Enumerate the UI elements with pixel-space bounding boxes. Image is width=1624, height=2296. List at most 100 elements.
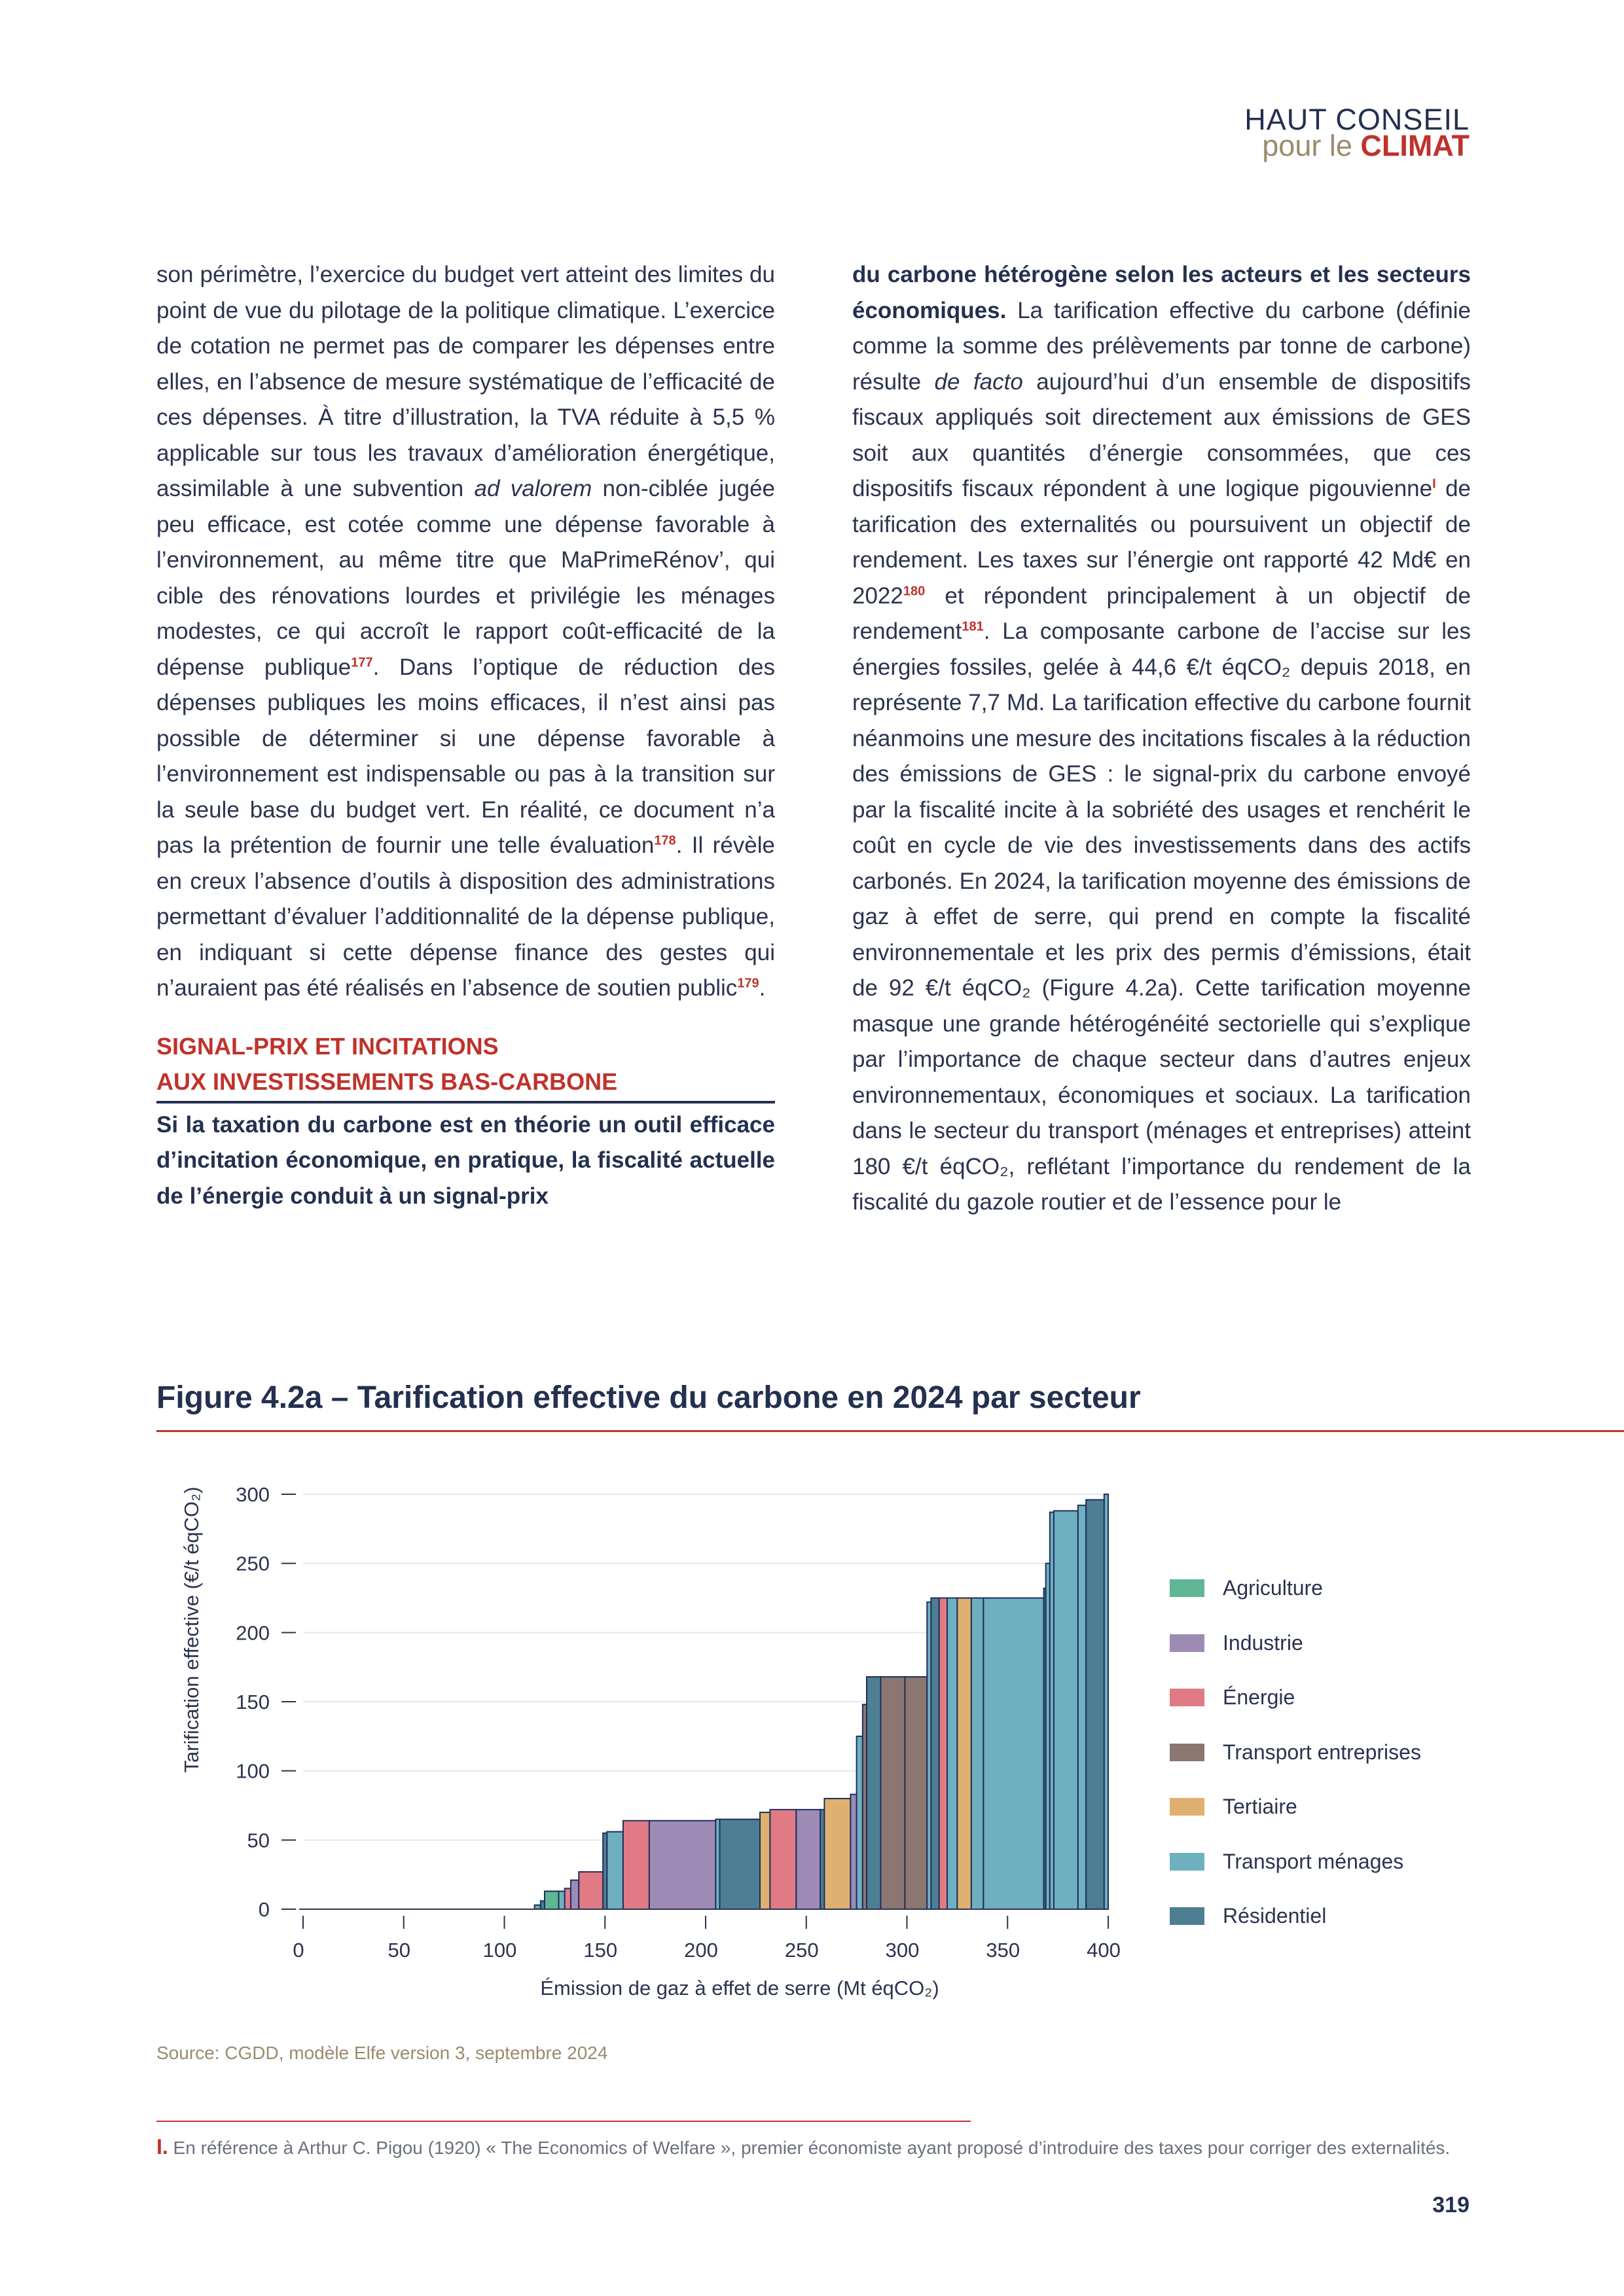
chart-bar [866, 1676, 882, 1910]
legend-label: Industrie [1223, 1630, 1303, 1655]
x-tick-label: 100 [483, 1939, 517, 1962]
text-run: et répondent principalement à un objecti… [852, 583, 1471, 645]
legend-swatch [1170, 1852, 1204, 1871]
legend-swatch [1170, 1743, 1204, 1761]
y-tick-label: 100 [236, 1760, 270, 1783]
brand-pour-le: pour le [1262, 129, 1361, 162]
legend-label: Tertiaire [1223, 1795, 1297, 1819]
footnote-mark: I. [156, 2135, 168, 2159]
chart-legend: Agriculture Industrie Énergie Transport ent… [1170, 1561, 1421, 1944]
chart-bar [719, 1818, 761, 1910]
section-title-line1: SIGNAL-PRIX ET INCITATIONS [156, 1032, 499, 1060]
left-column: son périmètre, l’exercice du budget vert… [156, 257, 775, 1214]
figure-title-rule [156, 1430, 1624, 1432]
footnote-ref-177[interactable]: 177 [351, 655, 373, 670]
brand-logo-line1: HAUT CONSEIL [1244, 103, 1470, 136]
carbon-pricing-chart: 0 50 100 150 200 250 300 0 50 100 150 200 250 300 350 4… [180, 1483, 1121, 2000]
text-run: . Il révèle en creux l’absence d’outils … [156, 833, 775, 1001]
chart-bar [564, 1888, 571, 1910]
y-tick-label: 50 [247, 1829, 270, 1852]
chart-bar [648, 1820, 717, 1910]
chart-bar [938, 1597, 948, 1910]
footnote-ref-180[interactable]: 180 [903, 583, 926, 598]
figure-title: Figure 4.2a – Tarification effective du … [156, 1380, 1141, 1415]
y-tick-label: 250 [236, 1552, 270, 1575]
lead-run: du carbone hétérogène selon les acteurs … [852, 262, 1471, 323]
brand-climat: CLIMAT [1360, 129, 1470, 162]
text-run: aujourd’hui d’un ensemble de dispositifs… [852, 368, 1471, 502]
y-tick-label: 200 [236, 1621, 270, 1644]
footnote-ref-181[interactable]: 181 [962, 619, 984, 634]
chart-bars [533, 1494, 1109, 1910]
y-axis-label: Tarification effective (€/t éqCO₂) [180, 1486, 203, 1772]
italic-run: de facto [934, 368, 1023, 395]
chart-bar [970, 1597, 984, 1910]
chart-bar [606, 1831, 624, 1910]
y-tick-label: 150 [236, 1691, 270, 1713]
x-axis-label: Émission de gaz à effet de serre (Mt éqC… [540, 1977, 939, 2000]
x-tick-label: 50 [388, 1939, 410, 1962]
x-tick-label: 300 [886, 1939, 920, 1962]
chart-bar [759, 1812, 771, 1910]
chart-bar [983, 1597, 1045, 1910]
chart-axes: 0 50 100 150 200 250 300 0 50 100 150 200 250 300 350 4… [236, 1483, 1121, 1962]
chart-bar [904, 1676, 928, 1910]
brand-logo-line2: pour le CLIMAT [1262, 131, 1470, 160]
text-run: son périmètre, l’exercice du budget vert… [156, 262, 775, 501]
chart-bar [558, 1890, 566, 1910]
chart-bar [622, 1820, 650, 1910]
footnote-text: En référence à Arthur C. Pigou (1920) « … [168, 2138, 1451, 2158]
legend-swatch [1170, 1907, 1204, 1926]
right-paragraph: du carbone hétérogène selon les acteurs … [852, 257, 1471, 1221]
chart-bar [578, 1871, 604, 1910]
legend-item: Transport entreprises [1170, 1725, 1421, 1780]
text-run: . La composante carbone de l’accise sur … [852, 619, 1471, 1215]
legend-label: Transport ménages [1223, 1849, 1404, 1873]
legend-item: Transport ménages [1170, 1835, 1421, 1890]
figure-source: Source: CGDD, modèle Elfe version 3, sep… [156, 2043, 608, 2063]
y-tick-label: 300 [236, 1483, 270, 1506]
text-run: La tarification effective du carbone (dé… [852, 297, 1471, 395]
section-divider [156, 1100, 775, 1103]
right-column: du carbone hétérogène selon les acteurs … [852, 257, 1471, 1221]
legend-swatch [1170, 1798, 1204, 1816]
chart-bar [856, 1735, 863, 1910]
x-tick-label: 350 [986, 1939, 1020, 1962]
legend-label: Transport entreprises [1223, 1740, 1421, 1764]
chart-bar [1053, 1510, 1079, 1910]
footnote-ref-178[interactable]: 178 [654, 833, 676, 848]
lead-paragraph: Si la taxation du carbone est en théorie… [156, 1111, 775, 1209]
left-paragraph: son périmètre, l’exercice du budget vert… [156, 257, 775, 1007]
chart-bar [569, 1879, 580, 1910]
text-run: . [759, 975, 766, 1001]
chart-bar [880, 1676, 906, 1910]
chart-bar [956, 1597, 972, 1910]
section-title-line2: AUX INVESTISSEMENTS BAS-CARBONE [156, 1067, 618, 1095]
x-tick-label: 0 [293, 1939, 304, 1962]
footnote-ref-179[interactable]: 179 [737, 976, 759, 991]
chart-bar [544, 1890, 560, 1910]
legend-item: Résidentiel [1170, 1889, 1421, 1944]
y-tick-label: 0 [259, 1898, 270, 1921]
chart-bar [850, 1793, 857, 1910]
x-tick-label: 400 [1087, 1939, 1121, 1962]
legend-label: Agriculture [1223, 1576, 1323, 1600]
chart-bar [947, 1597, 958, 1910]
chart-bar [1103, 1494, 1109, 1910]
legend-swatch [1170, 1634, 1204, 1652]
page-number: 319 [1432, 2193, 1470, 2217]
x-tick-label: 200 [684, 1939, 718, 1962]
legend-label: Résidentiel [1223, 1904, 1327, 1928]
x-tick-label: 150 [583, 1939, 617, 1962]
section-title: SIGNAL-PRIX ET INCITATIONS AUX INVESTISSE… [156, 1029, 775, 1100]
italic-run: ad valorem [474, 476, 592, 501]
legend-item: Industrie [1170, 1616, 1421, 1671]
legend-label: Énergie [1223, 1685, 1295, 1710]
chart-bar [769, 1808, 797, 1910]
chart-bar [795, 1808, 821, 1910]
legend-swatch [1170, 1689, 1204, 1707]
legend-item: Agriculture [1170, 1561, 1421, 1616]
text-run: non-ciblée jugée peu efficace, est cotée… [156, 476, 776, 680]
footnote-ref-I[interactable]: I [1432, 476, 1436, 492]
footnote-divider [156, 2121, 971, 2122]
